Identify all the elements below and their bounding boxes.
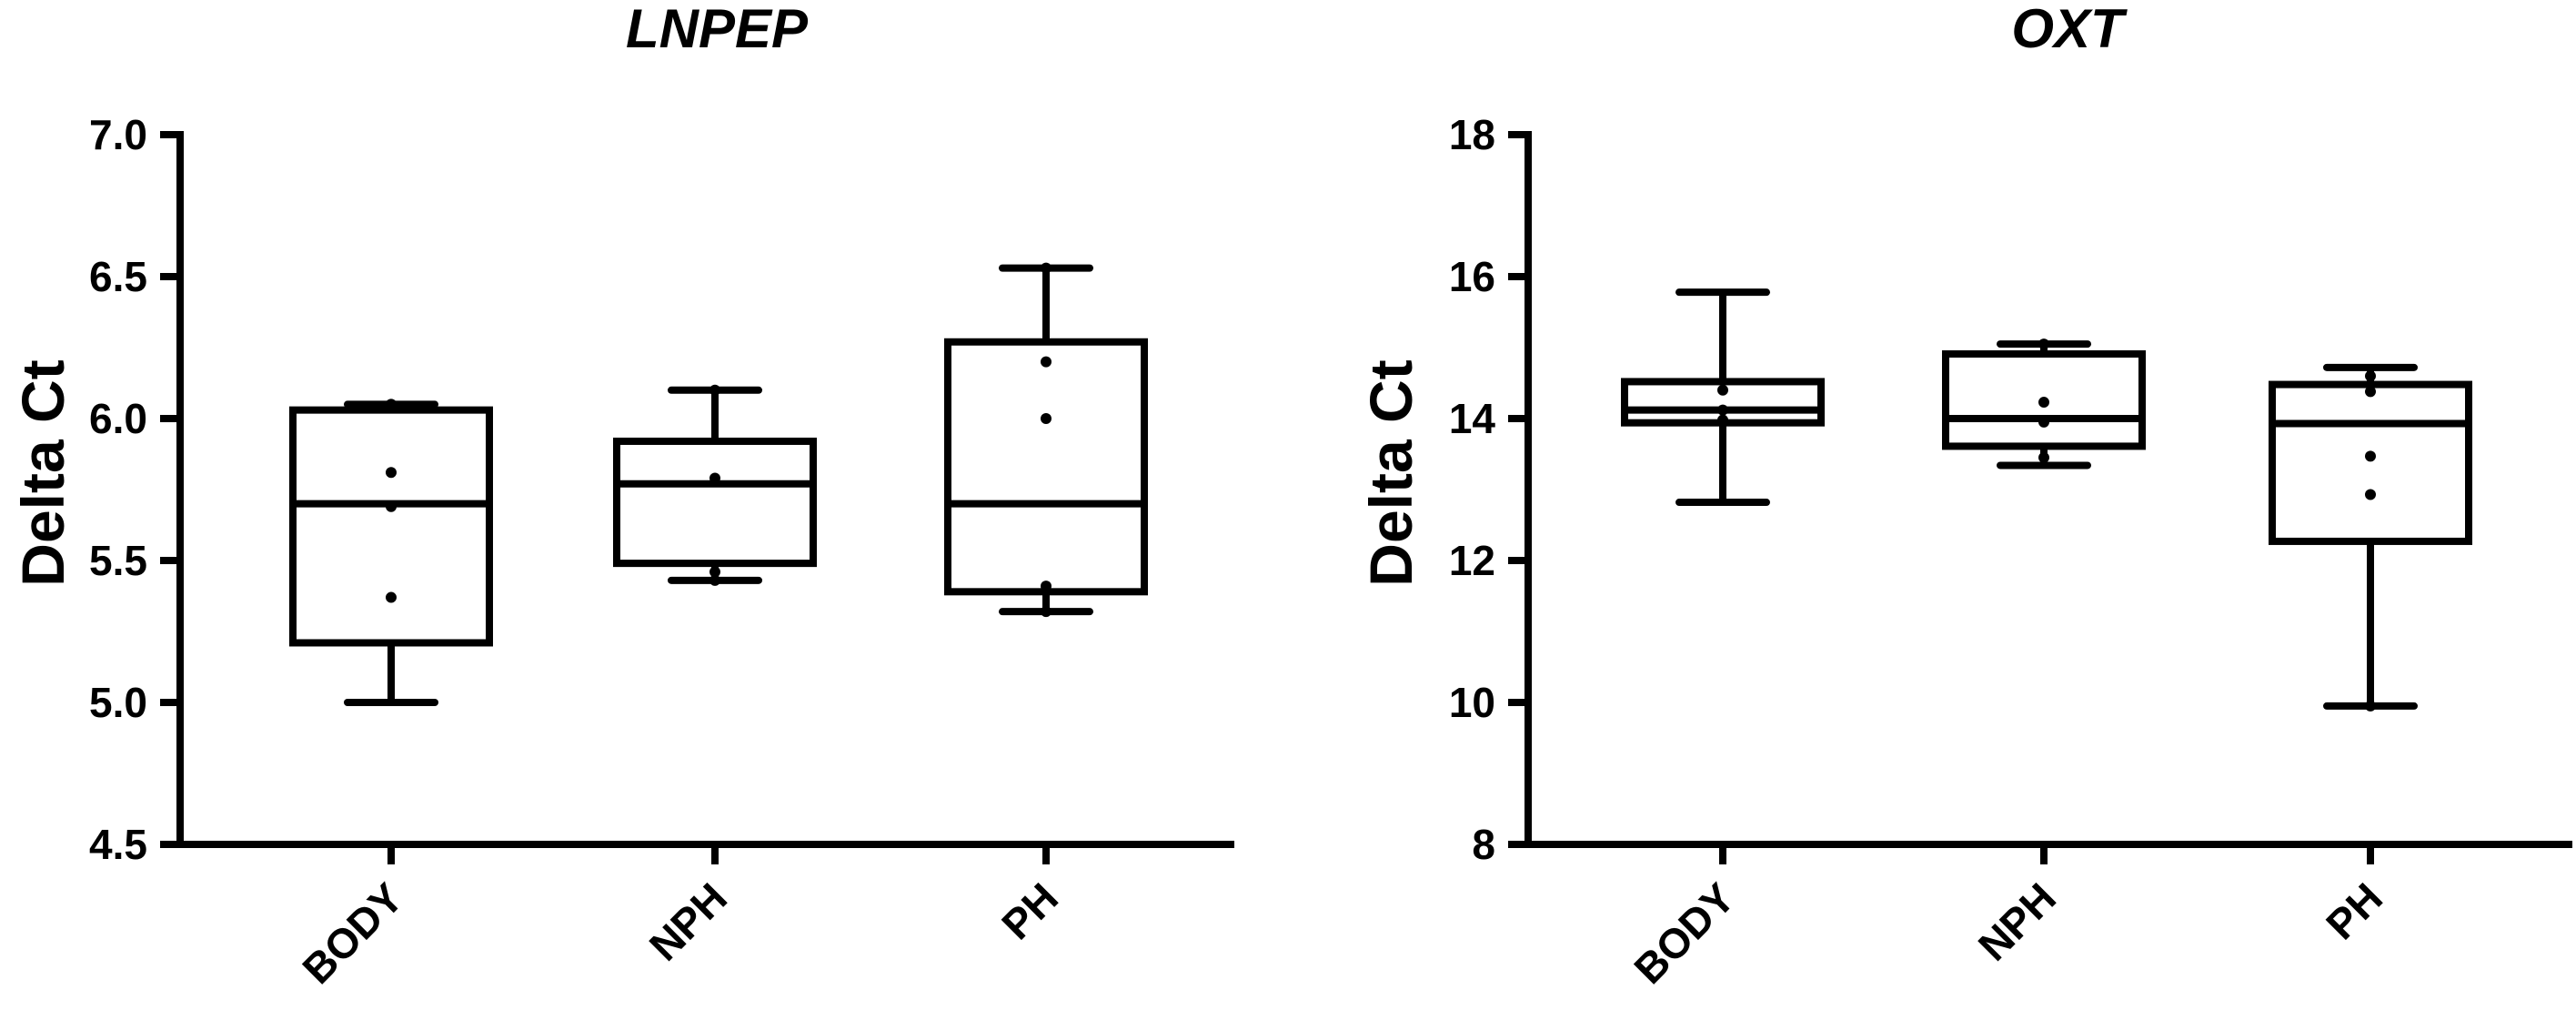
plot-marks — [289, 262, 1148, 706]
data-point — [709, 566, 720, 578]
data-point — [2038, 416, 2049, 428]
data-point — [2365, 386, 2376, 398]
data-point — [1717, 404, 1728, 416]
y-tick-label: 18 — [1449, 111, 1495, 158]
data-point — [2365, 370, 2376, 382]
x-tick-label: BODY — [293, 874, 412, 993]
data-point — [1717, 414, 1728, 426]
iqr-box — [2269, 380, 2472, 545]
data-point — [2038, 397, 2049, 409]
data-point — [709, 472, 720, 484]
y-tick-label: 6.0 — [89, 395, 147, 442]
box-plot-nph — [613, 384, 817, 586]
data-point — [2365, 700, 2376, 712]
data-point — [1041, 262, 1052, 274]
iqr-box — [289, 406, 493, 647]
chart-title: LNPEP — [626, 0, 809, 59]
data-point — [2038, 338, 2049, 350]
data-point — [386, 591, 397, 603]
x-tick-label: NPH — [640, 874, 736, 969]
box-plot-ph — [2269, 363, 2472, 712]
y-tick-label: 5.0 — [89, 679, 147, 726]
box-plot-body — [289, 399, 493, 706]
box-plot-nph — [1942, 338, 2146, 470]
data-point — [1041, 356, 1052, 368]
data-point — [2365, 450, 2376, 462]
data-point — [709, 574, 720, 586]
box-plot-ph — [944, 262, 1148, 618]
y-tick-label: 10 — [1449, 679, 1495, 726]
x-tick-label: NPH — [1969, 874, 2065, 969]
x-tick-label: PH — [992, 874, 1067, 948]
x-tick-label: PH — [2317, 874, 2391, 948]
iqr-box — [944, 338, 1148, 596]
y-axis-label: Delta Ct — [1357, 359, 1424, 586]
data-point — [386, 500, 397, 512]
data-point — [1041, 581, 1052, 592]
data-point — [709, 384, 720, 396]
chart-title: OXT — [2011, 0, 2128, 59]
iqr-box — [613, 437, 817, 568]
x-tick-label: BODY — [1625, 874, 1744, 993]
axes: 8 10 12 14 16 18 BODY NPH PH — [1449, 111, 2572, 993]
chart-panel-oxt: OXT Delta Ct 8 10 12 14 16 18 BODY NPH PH — [1357, 0, 2572, 993]
data-point — [1041, 413, 1052, 424]
y-axis-label: Delta Ct — [9, 359, 76, 586]
data-point — [2038, 451, 2049, 463]
y-tick-label: 16 — [1449, 253, 1495, 300]
chart-panel-lnpep: LNPEP Delta Ct 4.5 5.0 5.5 6.0 6.5 7.0 BODY NPH… — [9, 0, 1234, 993]
y-tick-label: 8 — [1472, 821, 1495, 868]
data-point — [2365, 489, 2376, 500]
data-point — [386, 399, 397, 410]
y-tick-label: 7.0 — [89, 111, 147, 158]
y-tick-label: 5.5 — [89, 537, 147, 584]
data-point — [386, 467, 397, 479]
y-tick-label: 12 — [1449, 537, 1495, 584]
y-tick-label: 6.5 — [89, 253, 147, 300]
data-point — [1041, 606, 1052, 618]
box-plot-body — [1621, 288, 1825, 507]
plot-marks — [1621, 288, 2472, 712]
y-tick-label: 4.5 — [89, 821, 147, 868]
y-tick-label: 14 — [1449, 395, 1496, 442]
data-point — [1717, 384, 1728, 396]
